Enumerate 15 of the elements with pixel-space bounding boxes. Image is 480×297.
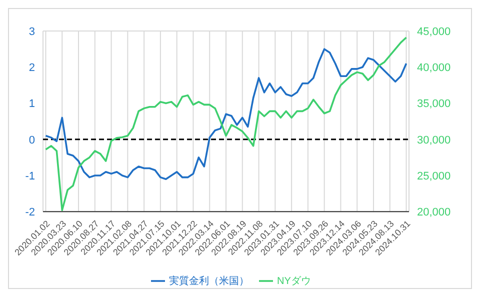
y-tick-label: 3 bbox=[28, 26, 35, 38]
y2-tick-label: 20,000 bbox=[417, 206, 451, 219]
y-tick-label: 1 bbox=[28, 98, 35, 110]
y-tick-label: 2 bbox=[28, 62, 35, 74]
y2-tick-label: 30,000 bbox=[417, 134, 451, 146]
y2-tick-label: 35,000 bbox=[417, 98, 451, 110]
y-tick-label: 0 bbox=[28, 134, 35, 146]
legend-label: NYダウ bbox=[277, 276, 311, 287]
y2-tick-label: 40,000 bbox=[417, 62, 451, 74]
line-series bbox=[44, 48, 408, 180]
y2-tick-label: 25,000 bbox=[417, 170, 451, 182]
legend-label: 実質金利（米国） bbox=[169, 276, 250, 287]
y-tick-label: -1 bbox=[25, 170, 35, 182]
y-tick-label: -2 bbox=[25, 206, 35, 219]
y2-tick-label: 45,000 bbox=[417, 26, 451, 38]
